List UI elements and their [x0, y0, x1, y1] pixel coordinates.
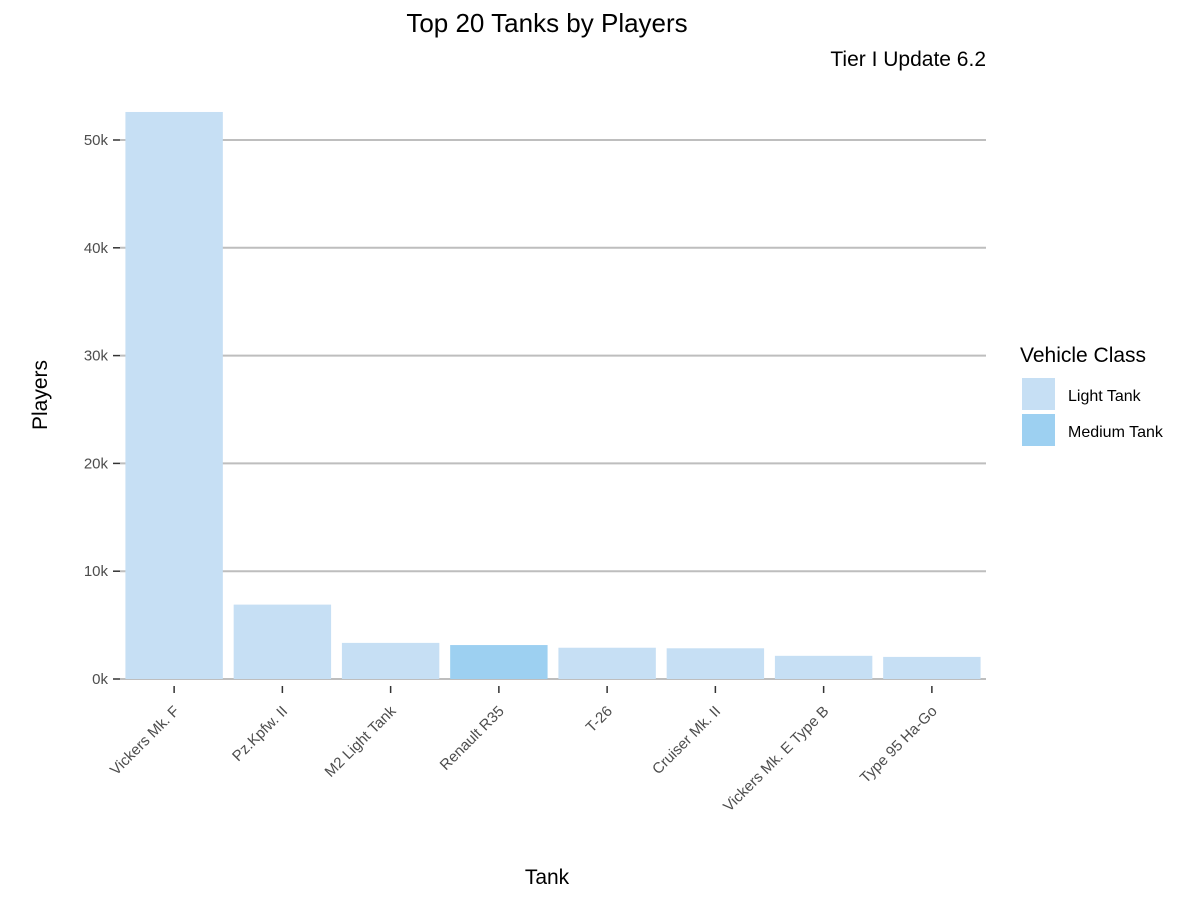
x-tick-label: T-26 [583, 703, 616, 736]
bar [558, 647, 656, 679]
y-tick-label: 0k [92, 671, 108, 688]
x-tick-label: M2 Light Tank [322, 702, 400, 780]
x-axis: Vickers Mk. F Pz.Kpfw. II M2 Light Tank Ren… [107, 686, 941, 815]
y-axis-title: Players [29, 360, 52, 430]
gridlines [120, 139, 986, 680]
bar [341, 642, 440, 679]
bar [233, 604, 332, 679]
x-tick-label: Vickers Mk. E Type B [720, 703, 832, 815]
legend-title: Vehicle Class [1020, 344, 1146, 367]
chart-title: Top 20 Tanks by Players [406, 8, 687, 38]
y-tick-label: 50k [84, 132, 109, 149]
bar [774, 655, 873, 679]
legend-swatch-medium-tank [1022, 414, 1055, 446]
chart-subtitle: Tier I Update 6.2 [830, 48, 986, 71]
y-tick-label: 40k [84, 240, 109, 257]
x-tick-label: Vickers Mk. F [107, 703, 183, 779]
x-tick-label: Cruiser Mk. II [649, 703, 724, 778]
y-tick-label: 20k [84, 455, 109, 472]
legend-label-light-tank: Light Tank [1068, 388, 1142, 405]
x-tick-label: Pz.Kpfw. II [229, 703, 291, 765]
x-tick-label: Renault R35 [437, 703, 508, 774]
bar [883, 656, 981, 679]
y-axis: 0k 10k 20k 30k 40k 50k [84, 132, 120, 688]
bar [125, 111, 223, 680]
bar [450, 645, 548, 679]
bars [125, 111, 981, 680]
y-tick-label: 10k [84, 563, 109, 580]
y-tick-label: 30k [84, 348, 109, 365]
x-tick-label: Type 95 Ha-Go [857, 703, 941, 787]
legend-label-medium-tank: Medium Tank [1068, 424, 1164, 441]
legend: Vehicle Class Light Tank Medium Tank [1020, 344, 1164, 446]
bar [666, 648, 765, 679]
legend-swatch-light-tank [1022, 378, 1055, 410]
x-axis-title: Tank [525, 866, 570, 889]
